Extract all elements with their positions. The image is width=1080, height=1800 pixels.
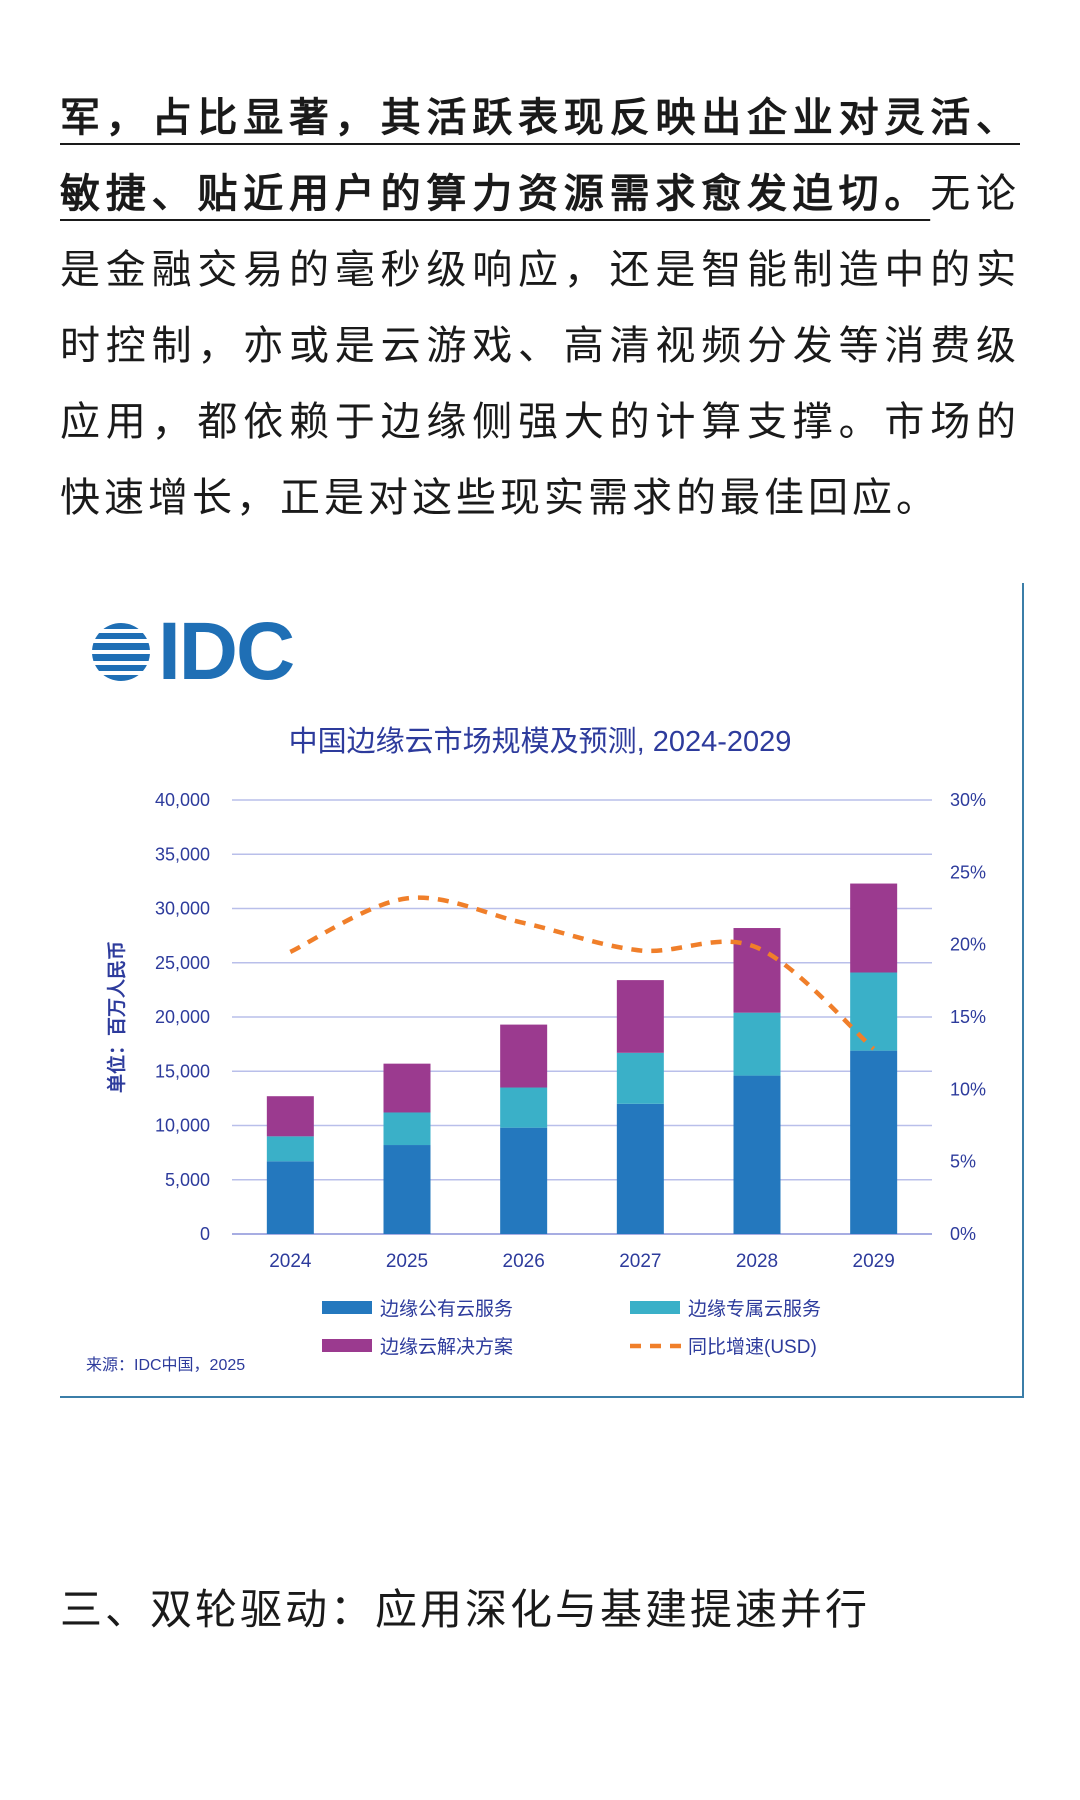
bar-segment bbox=[616, 1103, 664, 1234]
bar-segment bbox=[616, 980, 664, 1053]
chart-source: 来源：IDC中国，2025 bbox=[86, 1356, 245, 1374]
y-tick-label: 20,000 bbox=[155, 1007, 210, 1027]
legend-label: 边缘云解决方案 bbox=[380, 1336, 513, 1358]
x-tick-label: 2028 bbox=[736, 1251, 778, 1272]
bar-segment bbox=[266, 1136, 314, 1162]
x-tick-label: 2024 bbox=[269, 1251, 312, 1272]
y-tick-label: 35,000 bbox=[155, 844, 210, 864]
section-heading: 三、双轮驱动：应用深化与基建提速并行 bbox=[60, 1585, 871, 1634]
y-tick-label: 10,000 bbox=[155, 1116, 210, 1136]
y-tick-label: 15,000 bbox=[155, 1061, 210, 1081]
stacked-bar-chart: 中国边缘云市场规模及预测, 2024-2029 0 5,000 10,000 15,00… bbox=[86, 725, 986, 1374]
y2-tick-label: 20% bbox=[950, 935, 986, 955]
bar-segment bbox=[383, 1112, 431, 1146]
legend-label: 边缘专属云服务 bbox=[688, 1298, 821, 1320]
chart-figure: IDC 中国边缘云市场规模及预测, 2024-2029 0 5,000 10,000 1… bbox=[60, 583, 1024, 1398]
paragraph-text: 无论是金融交易的毫秒级响应，还是智能制造中的实时控制，亦或是云游戏、高清视频分发… bbox=[60, 171, 1021, 521]
legend-swatch bbox=[322, 1339, 372, 1352]
y-tick-label: 5,000 bbox=[165, 1170, 210, 1190]
legend-label: 边缘公有云服务 bbox=[380, 1298, 513, 1320]
growth-rate-line bbox=[289, 895, 876, 1051]
legend-swatch bbox=[322, 1301, 372, 1314]
highlighted-sentence: 军，占比显著，其活跃表现反映出企业对灵活、敏捷、贴近用户的算力资源需求愈发迫切。 bbox=[60, 95, 1020, 217]
bar-segment bbox=[616, 1052, 664, 1104]
idc-logo: IDC bbox=[90, 606, 295, 697]
x-tick-label: 2027 bbox=[619, 1251, 661, 1272]
bar-segment bbox=[500, 1024, 548, 1088]
bar-segment bbox=[383, 1063, 431, 1113]
y-tick-label: 30,000 bbox=[155, 899, 210, 919]
x-tick-label: 2029 bbox=[853, 1251, 895, 1272]
chart-title: 中国边缘云市场规模及预测, 2024-2029 bbox=[289, 725, 792, 758]
bar-segment bbox=[500, 1127, 548, 1234]
x-tick-label: 2025 bbox=[386, 1251, 428, 1272]
y-tick-label: 25,000 bbox=[155, 953, 210, 973]
y-tick-label: 40,000 bbox=[155, 790, 210, 810]
bar-segment bbox=[850, 883, 898, 973]
bar-segment bbox=[266, 1096, 314, 1137]
y2-tick-label: 10% bbox=[950, 1079, 986, 1099]
article-paragraph: 军，占比显著，其活跃表现反映出企业对灵活、敏捷、贴近用户的算力资源需求愈发迫切。… bbox=[60, 80, 1020, 536]
article-body: 军，占比显著，其活跃表现反映出企业对灵活、敏捷、贴近用户的算力资源需求愈发迫切。… bbox=[60, 80, 1020, 536]
bar-segment bbox=[850, 972, 898, 1051]
bar-segment bbox=[500, 1087, 548, 1128]
bar-segment bbox=[733, 1012, 781, 1076]
y2-tick-label: 15% bbox=[950, 1007, 986, 1027]
y2-tick-label: 25% bbox=[950, 862, 986, 882]
legend-label: 同比增速(USD) bbox=[688, 1336, 817, 1358]
bar-segment bbox=[266, 1161, 314, 1234]
x-tick-label: 2026 bbox=[503, 1251, 545, 1272]
idc-globe-icon bbox=[92, 623, 150, 681]
y2-tick-label: 0% bbox=[950, 1224, 976, 1244]
y2-tick-label: 30% bbox=[950, 790, 986, 810]
y-axis-label: 单位：百万人民币 bbox=[105, 941, 128, 1093]
logo-text: IDC bbox=[158, 606, 295, 697]
legend-swatch bbox=[630, 1301, 680, 1314]
bar-segment bbox=[850, 1050, 898, 1234]
y-tick-label: 0 bbox=[200, 1224, 210, 1244]
bar-segment bbox=[383, 1145, 431, 1234]
bar-segment bbox=[733, 1075, 781, 1234]
y2-tick-label: 5% bbox=[950, 1152, 976, 1172]
